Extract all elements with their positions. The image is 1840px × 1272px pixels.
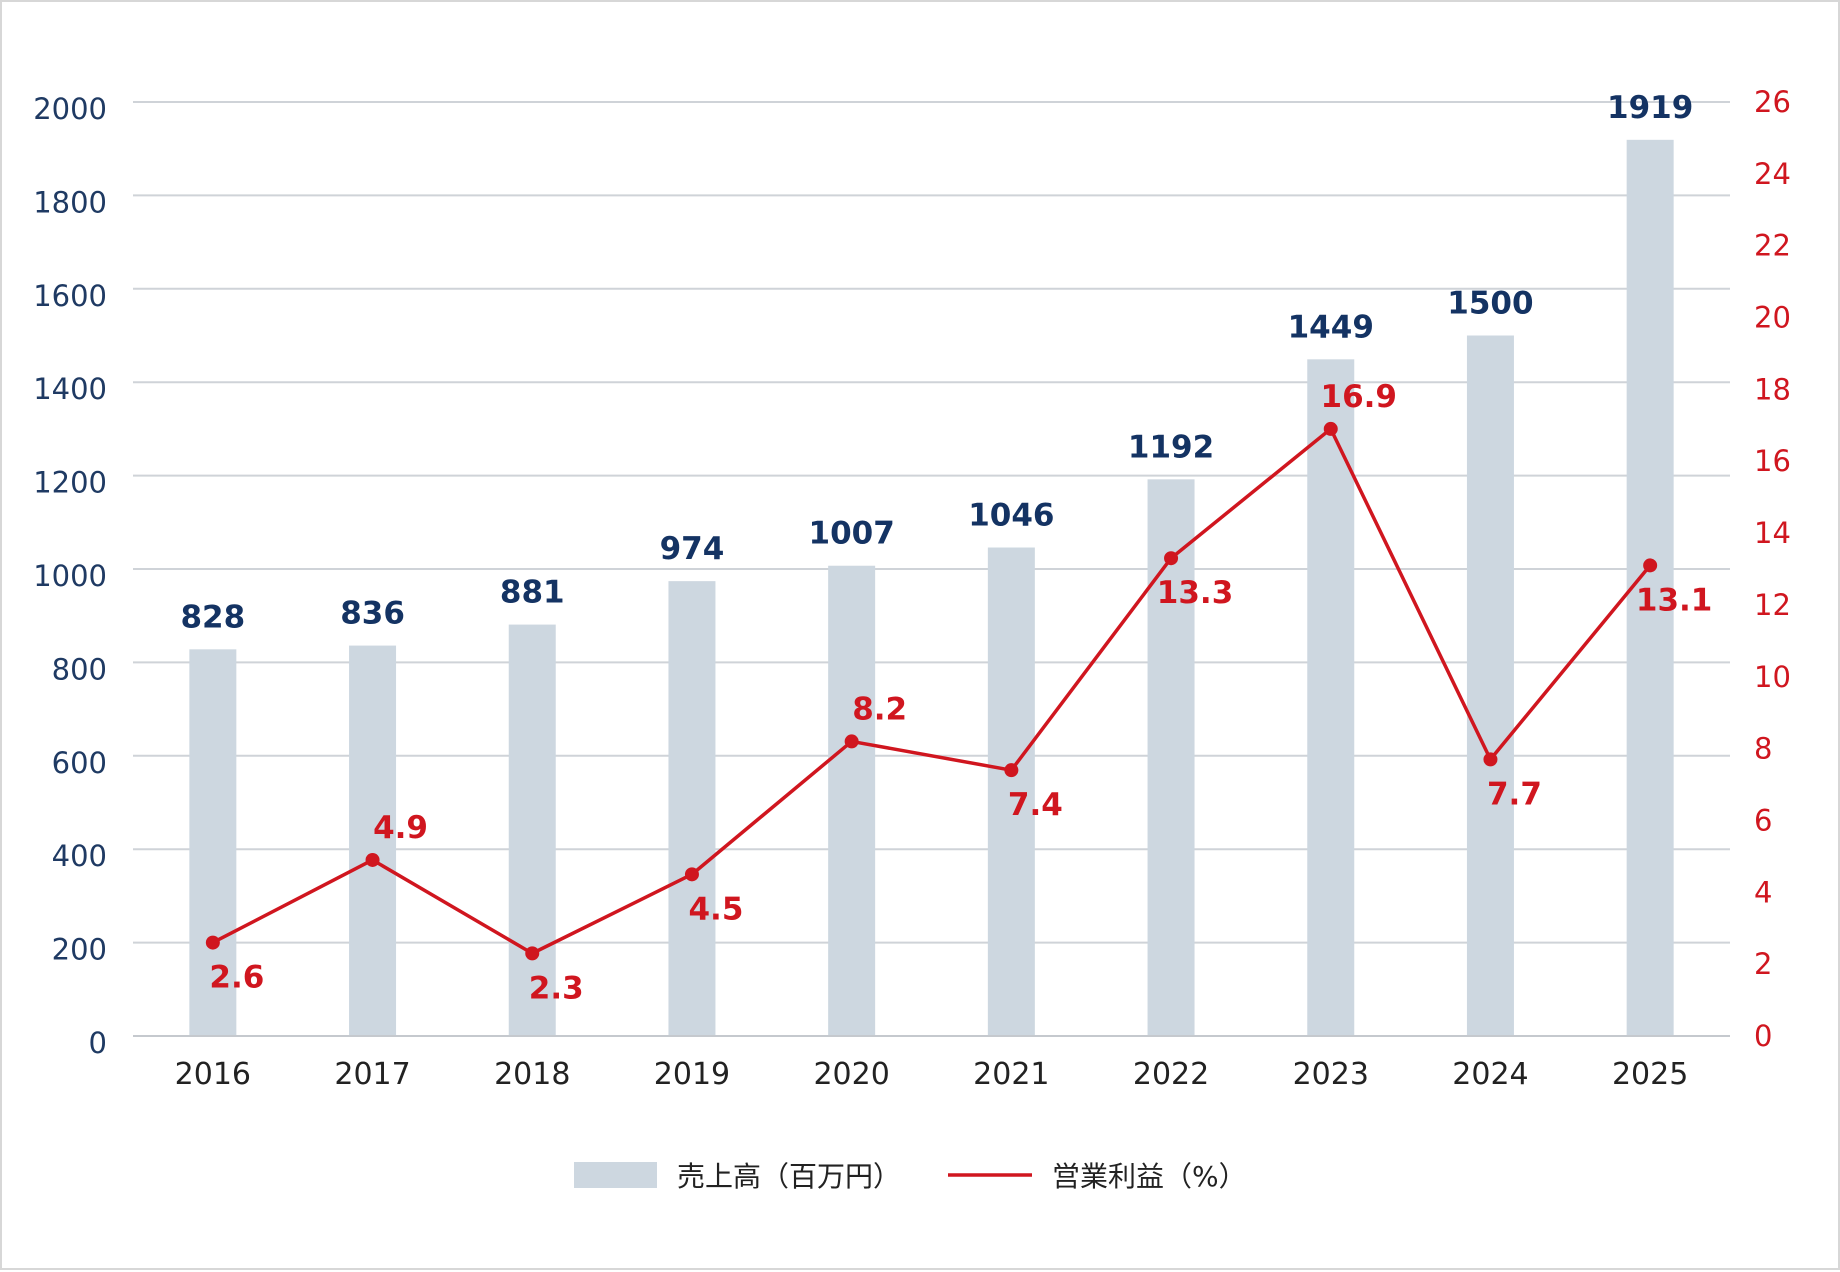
bar-value-labels: 828 836 881 974 1007 1046 1192 1449 1500 1919	[180, 90, 1693, 635]
y-right-tick-label: 18	[1754, 372, 1791, 406]
x-tick-label: 2019	[654, 1057, 730, 1092]
y-right-tick-label: 6	[1754, 803, 1772, 837]
legend-label-bar: 売上高（百万円）	[677, 1160, 901, 1193]
x-tick-label: 2023	[1293, 1057, 1369, 1092]
bar-value-label: 881	[500, 575, 565, 611]
y-right-tick-label: 16	[1754, 444, 1791, 478]
line-point	[684, 867, 699, 882]
y-axis-left: 0 200 400 600 800 1000 1200 1400 1600 1800 2000	[33, 92, 107, 1060]
line-point	[1004, 763, 1019, 778]
y-left-tick-label: 1600	[33, 279, 107, 313]
line-series	[205, 421, 1658, 961]
y-left-tick-label: 1000	[33, 559, 107, 593]
line-value-label: 7.7	[1487, 776, 1542, 812]
bar	[987, 547, 1035, 1036]
y-left-tick-label: 400	[52, 839, 107, 873]
y-right-tick-label: 22	[1754, 229, 1791, 263]
y-left-tick-label: 600	[52, 746, 107, 780]
bar-value-label: 1500	[1447, 286, 1533, 322]
bar-series	[133, 139, 1730, 1037]
line-point	[1323, 421, 1338, 436]
y-right-tick-label: 0	[1754, 1019, 1772, 1053]
x-tick-label: 2024	[1452, 1057, 1528, 1092]
y-left-tick-label: 1200	[33, 466, 107, 500]
y-right-tick-label: 8	[1754, 732, 1772, 766]
line-value-label: 4.9	[373, 810, 428, 846]
x-axis: 2016 2017 2018 2019 2020 2021 2022 2023 2024 2025	[175, 1057, 1689, 1092]
line-path	[212, 427, 1652, 956]
line-value-labels: 2.6 4.9 2.3 4.5 8.2 7.4 13.3 16.9 7.7 13.1	[209, 379, 1712, 1006]
y-left-tick-label: 0	[89, 1026, 107, 1060]
y-right-tick-label: 10	[1754, 660, 1791, 694]
line-point	[525, 946, 540, 961]
bar-value-label: 974	[660, 531, 725, 567]
x-tick-label: 2025	[1612, 1057, 1688, 1092]
y-left-tick-label: 2000	[33, 92, 107, 126]
line-point	[1483, 752, 1498, 767]
line-value-label: 2.6	[209, 960, 264, 996]
bar-value-label: 1449	[1288, 309, 1374, 345]
bar	[668, 581, 716, 1036]
x-tick-label: 2020	[813, 1057, 889, 1092]
line-value-label: 2.3	[529, 970, 584, 1006]
bar	[828, 565, 876, 1036]
bar-value-label: 1192	[1128, 429, 1214, 465]
bar-value-label: 836	[340, 596, 405, 632]
legend-swatch-bar	[574, 1162, 657, 1188]
y-left-tick-label: 1400	[33, 372, 107, 406]
bar	[349, 645, 397, 1036]
y-left-tick-label: 1800	[33, 185, 107, 219]
y-right-tick-label: 24	[1754, 157, 1791, 191]
bar	[189, 649, 237, 1036]
gridlines	[133, 101, 1730, 1037]
bar	[1147, 479, 1195, 1036]
x-tick-label: 2018	[494, 1057, 570, 1092]
y-right-tick-label: 4	[1754, 875, 1772, 909]
y-right-tick-label: 12	[1754, 588, 1791, 622]
line-value-label: 8.2	[852, 691, 907, 727]
line-point	[1164, 551, 1179, 566]
line-point	[365, 852, 380, 867]
y-right-tick-label: 2	[1754, 947, 1772, 981]
x-tick-label: 2017	[334, 1057, 410, 1092]
legend-label-line: 営業利益（%）	[1052, 1160, 1247, 1193]
bar-value-label: 1046	[968, 498, 1054, 534]
line-value-label: 16.9	[1321, 379, 1398, 415]
line-value-label: 13.1	[1636, 582, 1713, 618]
x-tick-label: 2021	[973, 1057, 1049, 1092]
bar	[1466, 335, 1514, 1036]
y-left-tick-label: 800	[52, 652, 107, 686]
y-right-tick-label: 20	[1754, 301, 1791, 335]
line-value-label: 4.5	[688, 891, 743, 927]
y-left-tick-label: 200	[52, 933, 107, 967]
bar-value-label: 1919	[1607, 90, 1693, 126]
line-value-label: 7.4	[1008, 787, 1063, 823]
bar-value-label: 828	[180, 599, 245, 635]
y-right-tick-label: 26	[1754, 85, 1791, 119]
bar	[1626, 139, 1674, 1036]
x-tick-label: 2022	[1133, 1057, 1209, 1092]
line-point	[844, 734, 859, 749]
x-tick-label: 2016	[175, 1057, 251, 1092]
y-right-tick-label: 14	[1754, 516, 1791, 550]
bar	[508, 624, 556, 1036]
line-point	[205, 935, 220, 950]
bar-value-label: 1007	[809, 516, 895, 552]
bar	[1307, 359, 1355, 1036]
line-point	[1643, 558, 1658, 573]
line-value-label: 13.3	[1157, 575, 1234, 611]
legend: 売上高（百万円） 営業利益（%）	[574, 1160, 1247, 1193]
